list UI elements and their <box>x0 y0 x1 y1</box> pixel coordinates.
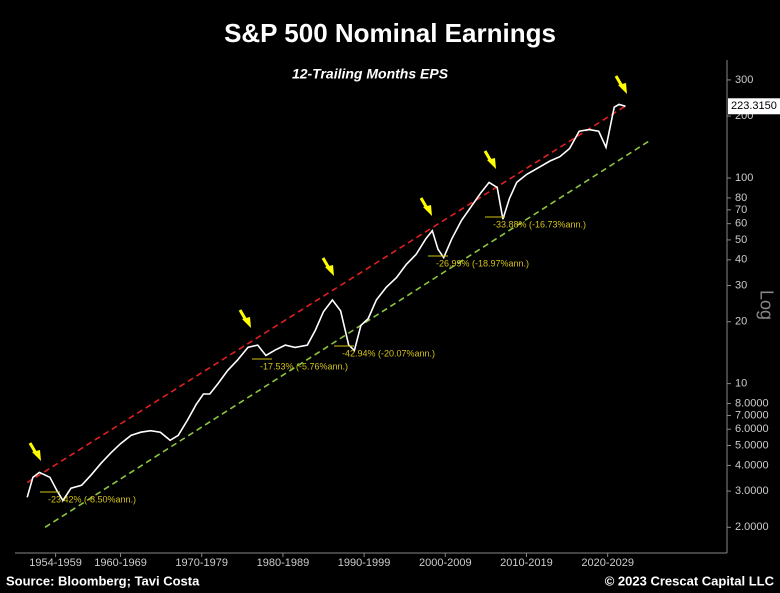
arrow-head <box>242 317 251 328</box>
y-tick-label: 30 <box>735 279 747 291</box>
chart-subtitle: 12-Trailing Months EPS <box>292 66 449 82</box>
drawdown-label: -23.42% (-8.50%ann.) <box>48 494 136 504</box>
x-tick-label: 2020-2029 <box>581 557 634 569</box>
trend-line <box>26 105 626 484</box>
y-tick-label: 6.0000 <box>735 423 769 435</box>
y-tick-label: 7.0000 <box>735 409 769 421</box>
y-tick-label: 40 <box>735 254 747 266</box>
arrow-head <box>32 450 41 461</box>
y-axis-label: Log <box>756 290 776 320</box>
y-tick-label: 50 <box>735 234 747 246</box>
y-tick-label: 20 <box>735 316 747 328</box>
arrow-head <box>423 205 432 216</box>
copyright: © 2023 Crescat Capital LLC <box>605 573 775 588</box>
drawdown-label: -42.94% (-20.07%ann.) <box>342 348 435 358</box>
x-tick-label: 1960-1969 <box>94 557 147 569</box>
last-value-label: 223.3150 <box>731 100 777 112</box>
y-tick-label: 8.0000 <box>735 397 769 409</box>
x-tick-label: 1954-1959 <box>29 557 82 569</box>
y-tick-label: 100 <box>735 172 753 184</box>
chart-title: S&P 500 Nominal Earnings <box>224 18 556 48</box>
drawdown-label: -17.53% (-5.76%ann.) <box>260 361 348 371</box>
y-tick-label: 70 <box>735 204 747 216</box>
drawdown-label: -26.99% (-18.97%ann.) <box>436 258 529 268</box>
y-tick-label: 80 <box>735 192 747 204</box>
arrow-head <box>325 265 334 276</box>
drawdown-label: -33.88% (-16.73%ann.) <box>493 219 586 229</box>
x-tick-label: 2010-2019 <box>500 557 553 569</box>
y-tick-label: 3.0000 <box>735 485 769 497</box>
y-tick-label: 10 <box>735 378 747 390</box>
y-tick-label: 5.0000 <box>735 439 769 451</box>
source: Source: Bloomberg; Tavi Costa <box>6 573 200 588</box>
last-value-box <box>728 98 780 115</box>
arrow-head <box>618 83 627 94</box>
x-tick-label: 2000-2009 <box>419 557 472 569</box>
y-tick-label: 60 <box>735 218 747 230</box>
eps-line <box>26 103 626 502</box>
y-tick-label: 2.0000 <box>735 521 769 533</box>
arrow-head <box>487 158 496 169</box>
x-tick-label: 1970-1979 <box>175 557 228 569</box>
y-tick-label: 4.0000 <box>735 459 769 471</box>
x-tick-label: 1980-1989 <box>257 557 310 569</box>
y-tick-label: 300 <box>735 74 753 86</box>
x-tick-label: 1990-1999 <box>338 557 391 569</box>
